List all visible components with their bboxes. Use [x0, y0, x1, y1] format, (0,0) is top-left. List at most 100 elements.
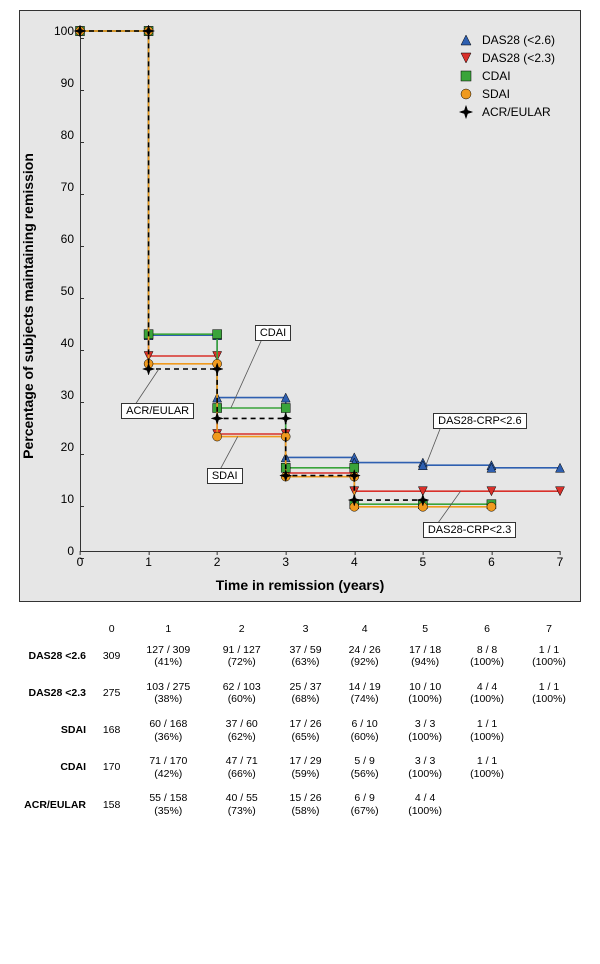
table-cell: 55 / 158(35%)	[129, 786, 207, 823]
table-cell	[518, 786, 580, 823]
table-time-header: 7	[518, 617, 580, 638]
table-cell: 10 / 10(100%)	[394, 675, 456, 712]
table-row: DAS28 <2.3275103 / 275(38%)62 / 103(60%)…	[20, 675, 580, 712]
table-cell: 103 / 275(38%)	[129, 675, 207, 712]
table-time-header: 5	[394, 617, 456, 638]
table-time-header: 3	[276, 617, 335, 638]
table-cell: 1 / 1(100%)	[456, 712, 518, 749]
series-marker	[280, 413, 292, 425]
series-marker	[487, 502, 496, 511]
callout-label: CDAI	[255, 325, 291, 341]
remission-chart: Percentage of subjects maintaining remis…	[19, 10, 581, 602]
x-tick: 2	[214, 551, 221, 569]
table-cell: 37 / 60(62%)	[207, 712, 276, 749]
legend-label: ACR/EULAR	[482, 105, 551, 119]
legend-marker-icon	[456, 51, 476, 65]
legend-label: DAS28 (<2.6)	[482, 33, 555, 47]
legend-marker-icon	[456, 69, 476, 83]
table-cell: 17 / 26(65%)	[276, 712, 335, 749]
series-marker	[281, 404, 290, 413]
table-cell: 309	[94, 638, 129, 675]
table-cell: 24 / 26(92%)	[335, 638, 394, 675]
series-marker	[213, 330, 222, 339]
legend-item: DAS28 (<2.6)	[456, 31, 555, 49]
series-marker	[213, 432, 222, 441]
table-cell: 168	[94, 712, 129, 749]
table-row-label: DAS28 <2.6	[20, 638, 94, 675]
x-tick: 0	[77, 551, 84, 569]
table-cell: 91 / 127(72%)	[207, 638, 276, 675]
y-tick: 10	[61, 492, 80, 506]
table-cell: 5 / 9(56%)	[335, 749, 394, 786]
table-row-label: DAS28 <2.3	[20, 675, 94, 712]
y-tick: 30	[61, 388, 80, 402]
x-tick: 7	[557, 551, 564, 569]
table-cell: 4 / 4(100%)	[394, 786, 456, 823]
y-tick: 20	[61, 440, 80, 454]
table-row: ACR/EULAR15855 / 158(35%)40 / 55(73%)15 …	[20, 786, 580, 823]
table-cell: 17 / 29(59%)	[276, 749, 335, 786]
table-cell: 40 / 55(73%)	[207, 786, 276, 823]
table-cell	[518, 749, 580, 786]
legend-item: DAS28 (<2.3)	[456, 49, 555, 67]
table-cell: 158	[94, 786, 129, 823]
callout-label: DAS28-CRP<2.6	[433, 413, 526, 429]
legend-label: DAS28 (<2.3)	[482, 51, 555, 65]
table-cell: 62 / 103(60%)	[207, 675, 276, 712]
table-cell: 3 / 3(100%)	[394, 712, 456, 749]
table-time-header: 1	[129, 617, 207, 638]
y-tick: 50	[61, 284, 80, 298]
table-cell: 71 / 170(42%)	[129, 749, 207, 786]
y-tick: 60	[61, 232, 80, 246]
legend-item: CDAI	[456, 67, 555, 85]
legend-label: SDAI	[482, 87, 510, 101]
x-tick: 6	[488, 551, 495, 569]
legend-label: CDAI	[482, 69, 511, 83]
y-tick: 70	[61, 180, 80, 194]
legend-marker-icon	[456, 105, 476, 119]
table-cell: 275	[94, 675, 129, 712]
table-row: DAS28 <2.6309127 / 309(41%)91 / 127(72%)…	[20, 638, 580, 675]
table-row-label: CDAI	[20, 749, 94, 786]
table-cell: 8 / 8(100%)	[456, 638, 518, 675]
table-cell: 60 / 168(36%)	[129, 712, 207, 749]
legend-marker-icon	[456, 87, 476, 101]
table-cell: 37 / 59(63%)	[276, 638, 335, 675]
remission-data-table: 01234567DAS28 <2.6309127 / 309(41%)91 / …	[20, 617, 580, 824]
table-cell: 1 / 1(100%)	[518, 638, 580, 675]
x-tick: 3	[282, 551, 289, 569]
x-axis-label: Time in remission (years)	[216, 577, 385, 593]
y-axis-label: Percentage of subjects maintaining remis…	[20, 153, 36, 459]
y-tick: 80	[61, 128, 80, 142]
table-cell: 15 / 26(58%)	[276, 786, 335, 823]
table-cell	[518, 712, 580, 749]
legend-item: SDAI	[456, 85, 555, 103]
table-cell: 6 / 10(60%)	[335, 712, 394, 749]
table-row-label: SDAI	[20, 712, 94, 749]
table-row-label: ACR/EULAR	[20, 786, 94, 823]
table-cell: 170	[94, 749, 129, 786]
table-row: CDAI17071 / 170(42%)47 / 71(66%)17 / 29(…	[20, 749, 580, 786]
legend-item: ACR/EULAR	[456, 103, 555, 121]
legend: DAS28 (<2.6) DAS28 (<2.3) CDAI SDAI ACR/EULA…	[456, 31, 555, 121]
table-time-header: 0	[94, 617, 129, 638]
table-cell: 6 / 9(67%)	[335, 786, 394, 823]
table-cell: 14 / 19(74%)	[335, 675, 394, 712]
callout-label: ACR/EULAR	[121, 403, 194, 419]
table-cell: 1 / 1(100%)	[456, 749, 518, 786]
x-tick: 4	[351, 551, 358, 569]
y-tick: 40	[61, 336, 80, 350]
legend-marker-icon	[456, 33, 476, 47]
x-tick: 1	[145, 551, 152, 569]
table-cell: 3 / 3(100%)	[394, 749, 456, 786]
table-cell: 4 / 4(100%)	[456, 675, 518, 712]
callout-label: DAS28-CRP<2.3	[423, 522, 516, 538]
table-cell: 127 / 309(41%)	[129, 638, 207, 675]
callout-label: SDAI	[207, 468, 243, 484]
y-tick: 90	[61, 76, 80, 90]
table-cell: 47 / 71(66%)	[207, 749, 276, 786]
table-time-header: 4	[335, 617, 394, 638]
table-cell: 17 / 18(94%)	[394, 638, 456, 675]
table-cell	[456, 786, 518, 823]
series-line	[80, 31, 423, 500]
